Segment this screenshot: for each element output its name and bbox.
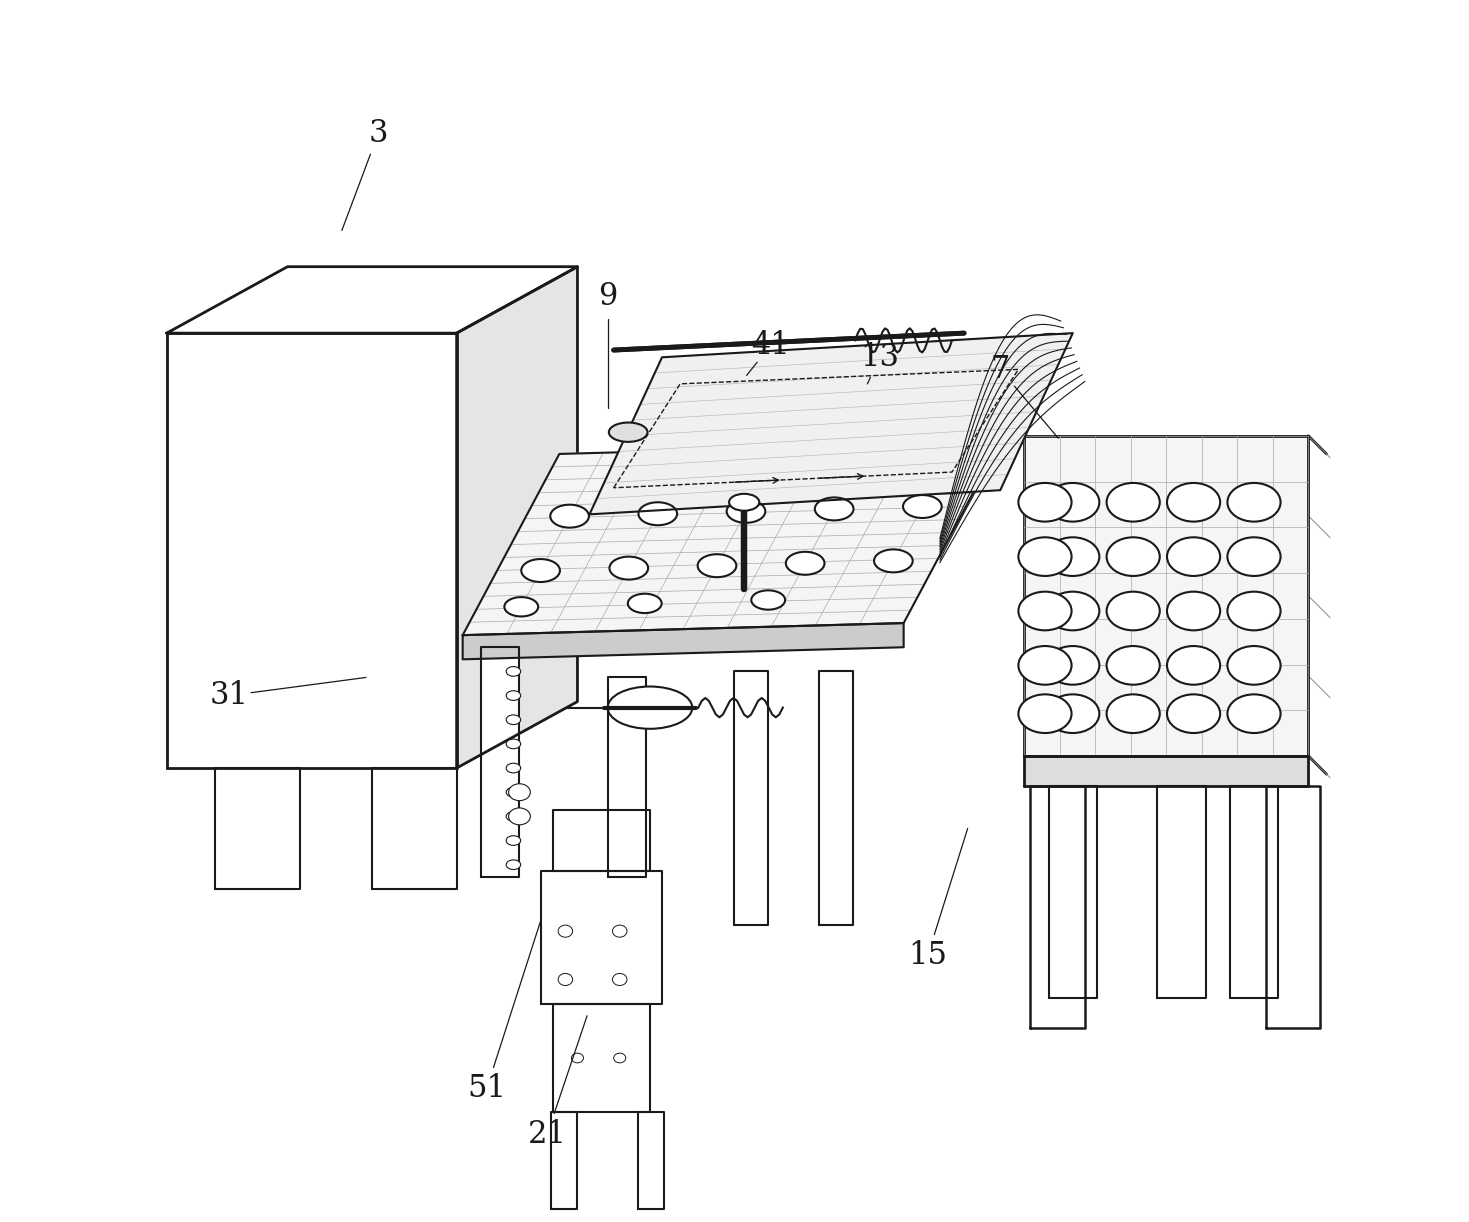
Ellipse shape	[903, 495, 942, 518]
Ellipse shape	[874, 550, 912, 572]
Ellipse shape	[1106, 694, 1159, 733]
Ellipse shape	[1228, 646, 1281, 684]
Ellipse shape	[610, 557, 648, 579]
Polygon shape	[1024, 756, 1309, 786]
Ellipse shape	[1166, 483, 1221, 522]
Ellipse shape	[815, 497, 853, 521]
Polygon shape	[480, 648, 520, 876]
Ellipse shape	[504, 598, 538, 616]
Polygon shape	[734, 671, 768, 925]
Ellipse shape	[551, 505, 589, 528]
Ellipse shape	[1228, 591, 1281, 631]
Polygon shape	[589, 334, 1072, 514]
Ellipse shape	[1046, 591, 1099, 631]
Ellipse shape	[507, 690, 520, 700]
Ellipse shape	[639, 502, 677, 525]
Ellipse shape	[558, 925, 573, 937]
Polygon shape	[457, 266, 577, 769]
Ellipse shape	[608, 423, 648, 442]
Ellipse shape	[608, 687, 692, 728]
Polygon shape	[166, 266, 577, 334]
Polygon shape	[166, 334, 457, 769]
Polygon shape	[1230, 786, 1278, 997]
Polygon shape	[1158, 786, 1206, 997]
Ellipse shape	[1106, 538, 1159, 576]
Ellipse shape	[507, 666, 520, 676]
Ellipse shape	[507, 739, 520, 749]
Ellipse shape	[1046, 646, 1099, 684]
Polygon shape	[554, 810, 649, 871]
Ellipse shape	[508, 808, 530, 825]
Ellipse shape	[1166, 591, 1221, 631]
Ellipse shape	[507, 715, 520, 725]
Ellipse shape	[1018, 694, 1071, 733]
Ellipse shape	[1046, 538, 1099, 576]
Text: 51: 51	[467, 1073, 507, 1103]
Ellipse shape	[627, 594, 661, 613]
Polygon shape	[1266, 786, 1321, 1028]
Ellipse shape	[1228, 694, 1281, 733]
Polygon shape	[541, 871, 663, 1003]
Ellipse shape	[1166, 538, 1221, 576]
Ellipse shape	[507, 787, 520, 797]
Ellipse shape	[507, 860, 520, 870]
Polygon shape	[608, 677, 646, 876]
Ellipse shape	[613, 974, 627, 985]
Ellipse shape	[614, 1053, 626, 1063]
Ellipse shape	[507, 811, 520, 821]
Ellipse shape	[1106, 591, 1159, 631]
Text: 15: 15	[908, 940, 948, 970]
Polygon shape	[372, 769, 457, 888]
Ellipse shape	[698, 555, 736, 577]
Ellipse shape	[1018, 646, 1071, 684]
Polygon shape	[554, 1003, 649, 1112]
Ellipse shape	[727, 500, 765, 523]
Text: 3: 3	[369, 119, 388, 149]
Ellipse shape	[786, 552, 824, 574]
Ellipse shape	[729, 494, 759, 511]
Ellipse shape	[1166, 646, 1221, 684]
Text: 31: 31	[210, 681, 250, 711]
Polygon shape	[551, 1112, 577, 1209]
Text: 13: 13	[859, 342, 899, 373]
Ellipse shape	[1018, 591, 1071, 631]
Text: 41: 41	[751, 330, 790, 360]
Polygon shape	[820, 671, 853, 925]
Ellipse shape	[508, 783, 530, 800]
Polygon shape	[1049, 786, 1097, 997]
Ellipse shape	[507, 836, 520, 846]
Polygon shape	[1030, 786, 1084, 1028]
Polygon shape	[214, 769, 300, 888]
Ellipse shape	[1228, 483, 1281, 522]
Text: 21: 21	[527, 1118, 567, 1150]
Ellipse shape	[1166, 694, 1221, 733]
Polygon shape	[463, 623, 903, 660]
Polygon shape	[463, 442, 1000, 635]
Ellipse shape	[1046, 694, 1099, 733]
Text: 9: 9	[598, 281, 617, 313]
Text: 7: 7	[990, 354, 1011, 385]
Polygon shape	[638, 1112, 664, 1209]
Ellipse shape	[751, 590, 784, 610]
Ellipse shape	[571, 1053, 583, 1063]
Polygon shape	[1024, 436, 1309, 756]
Ellipse shape	[558, 974, 573, 985]
Ellipse shape	[1106, 646, 1159, 684]
Ellipse shape	[507, 764, 520, 772]
Ellipse shape	[1018, 538, 1071, 576]
Ellipse shape	[1106, 483, 1159, 522]
Ellipse shape	[1046, 483, 1099, 522]
Ellipse shape	[613, 925, 627, 937]
Ellipse shape	[1018, 483, 1071, 522]
Ellipse shape	[521, 558, 560, 582]
Ellipse shape	[1228, 538, 1281, 576]
